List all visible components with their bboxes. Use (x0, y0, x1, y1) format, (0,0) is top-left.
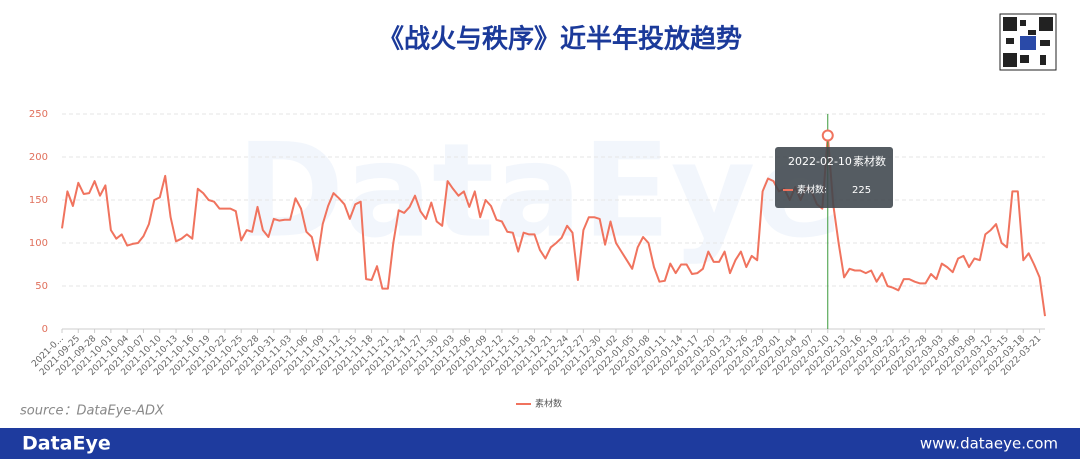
qr-code (999, 13, 1057, 71)
y-tick-label: 50 (35, 281, 48, 292)
footer-url: www.dataeye.com (920, 435, 1058, 453)
y-tick-label: 150 (29, 195, 48, 206)
title: 《战火与秩序》近半年投放趋势 (378, 24, 742, 55)
y-tick-label: 100 (29, 238, 48, 249)
tooltip-label: 素材数: (797, 184, 827, 196)
hover-point (821, 129, 834, 142)
tooltip-box (775, 147, 893, 208)
y-tick-label: 250 (29, 109, 48, 120)
footer-bar (0, 428, 1080, 459)
y-tick-label: 200 (29, 152, 48, 163)
tooltip-date: 2022-02-10 (788, 155, 852, 168)
legend-label: 素材数 (535, 398, 562, 410)
tooltip-series: 素材数 (853, 154, 886, 168)
y-tick-label: 0 (42, 324, 48, 335)
source: source：DataEye-ADX (20, 404, 165, 419)
tooltip-value: 225 (852, 185, 871, 196)
footer-logo: DataEye (22, 433, 111, 455)
watermark: DataEye (236, 115, 843, 267)
line (61, 134, 1046, 317)
